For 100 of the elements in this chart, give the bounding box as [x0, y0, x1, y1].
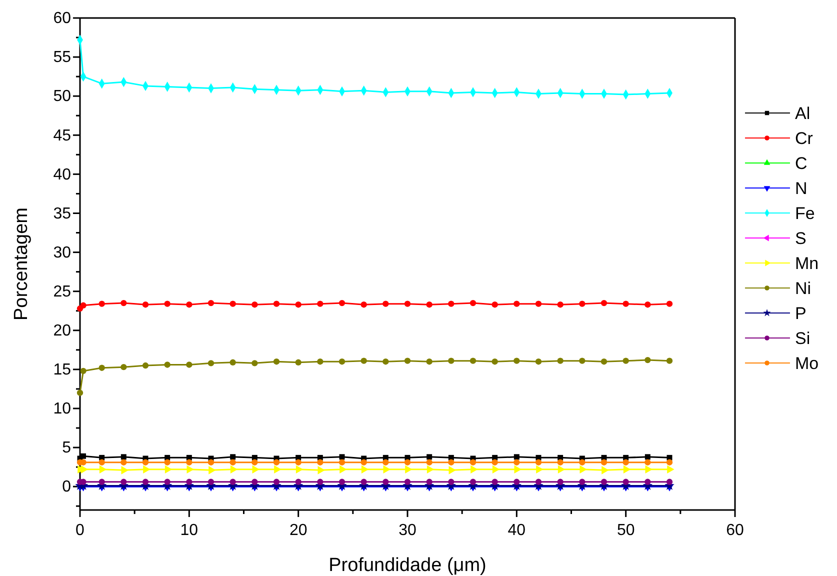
point: [121, 466, 128, 474]
point: [600, 358, 608, 365]
point: [557, 459, 564, 466]
point: [80, 368, 86, 374]
point: [448, 459, 454, 466]
point: [492, 358, 498, 365]
legend-label: Cr: [795, 129, 814, 148]
point: [273, 300, 280, 307]
point: [99, 465, 107, 474]
point: [296, 465, 304, 474]
point: [142, 362, 149, 369]
point: [142, 459, 149, 466]
x-tick-label: 20: [289, 522, 308, 539]
point: [426, 454, 432, 460]
point: [142, 302, 149, 308]
point: [164, 362, 170, 368]
point: [361, 465, 369, 474]
point: [405, 465, 412, 474]
point: [295, 478, 302, 485]
y-tick-label: 60: [53, 10, 72, 28]
point: [230, 300, 236, 307]
point: [426, 459, 432, 466]
y-tick-label: 40: [53, 166, 72, 184]
x-tick-label: 60: [726, 522, 744, 539]
point: [230, 465, 238, 474]
point: [644, 302, 651, 308]
point: [535, 300, 542, 307]
point: [338, 478, 346, 485]
point: [230, 459, 236, 466]
point: [164, 478, 170, 485]
point: [295, 302, 302, 308]
point: [404, 358, 411, 364]
point: [602, 466, 609, 474]
legend-label: Mo: [795, 354, 819, 373]
point: [230, 359, 236, 366]
point: [120, 478, 127, 485]
point: [579, 459, 586, 466]
point: [208, 466, 216, 474]
point: [273, 358, 280, 365]
point: [600, 459, 608, 466]
point: [186, 459, 192, 466]
point: [448, 478, 454, 485]
legend-label: Si: [795, 329, 810, 348]
point: [404, 300, 411, 307]
legend-label: N: [795, 179, 808, 198]
point: [448, 358, 454, 364]
x-axis-title: Profundidade (μm): [328, 555, 486, 576]
point: [514, 454, 520, 460]
point: [470, 459, 476, 466]
point: [492, 465, 500, 474]
point: [273, 459, 280, 466]
point: [514, 358, 520, 364]
point: [208, 360, 214, 366]
legend-label: Mn: [795, 254, 819, 273]
point: [492, 478, 498, 485]
point: [535, 459, 542, 466]
point: [535, 358, 542, 365]
point: [338, 358, 346, 365]
point: [600, 300, 608, 306]
point: [360, 478, 367, 485]
y-tick-label: 45: [53, 127, 72, 144]
y-tick-label: 25: [53, 283, 72, 300]
point: [514, 465, 522, 474]
legend-label: Fe: [795, 204, 815, 223]
point: [645, 465, 652, 474]
point: [579, 300, 586, 307]
point: [338, 459, 346, 466]
point: [514, 459, 520, 466]
point: [164, 459, 170, 466]
point: [230, 454, 236, 460]
point: [142, 478, 149, 485]
y-tick-label: 5: [62, 440, 72, 457]
point: [120, 459, 127, 466]
point: [514, 478, 520, 485]
point: [252, 302, 258, 308]
point: [622, 300, 629, 307]
point: [492, 302, 498, 308]
point: [667, 465, 674, 474]
point: [273, 478, 280, 485]
point: [623, 465, 631, 474]
point: [186, 302, 192, 308]
legend-label: Al: [795, 104, 810, 123]
point: [536, 465, 544, 474]
point: [80, 453, 86, 459]
y-tick-label: 20: [53, 322, 72, 340]
point: [143, 465, 150, 474]
point: [404, 478, 411, 485]
point: [382, 478, 389, 485]
point: [340, 465, 347, 474]
y-tick-label: 0: [62, 478, 72, 496]
y-tick-label: 15: [53, 362, 72, 379]
x-tick-label: 50: [616, 522, 635, 539]
point: [383, 465, 390, 474]
point: [426, 478, 432, 485]
point: [339, 454, 345, 460]
point: [622, 478, 629, 485]
point: [252, 360, 258, 366]
point: [360, 302, 367, 308]
point: [470, 478, 476, 485]
point: [644, 454, 650, 460]
